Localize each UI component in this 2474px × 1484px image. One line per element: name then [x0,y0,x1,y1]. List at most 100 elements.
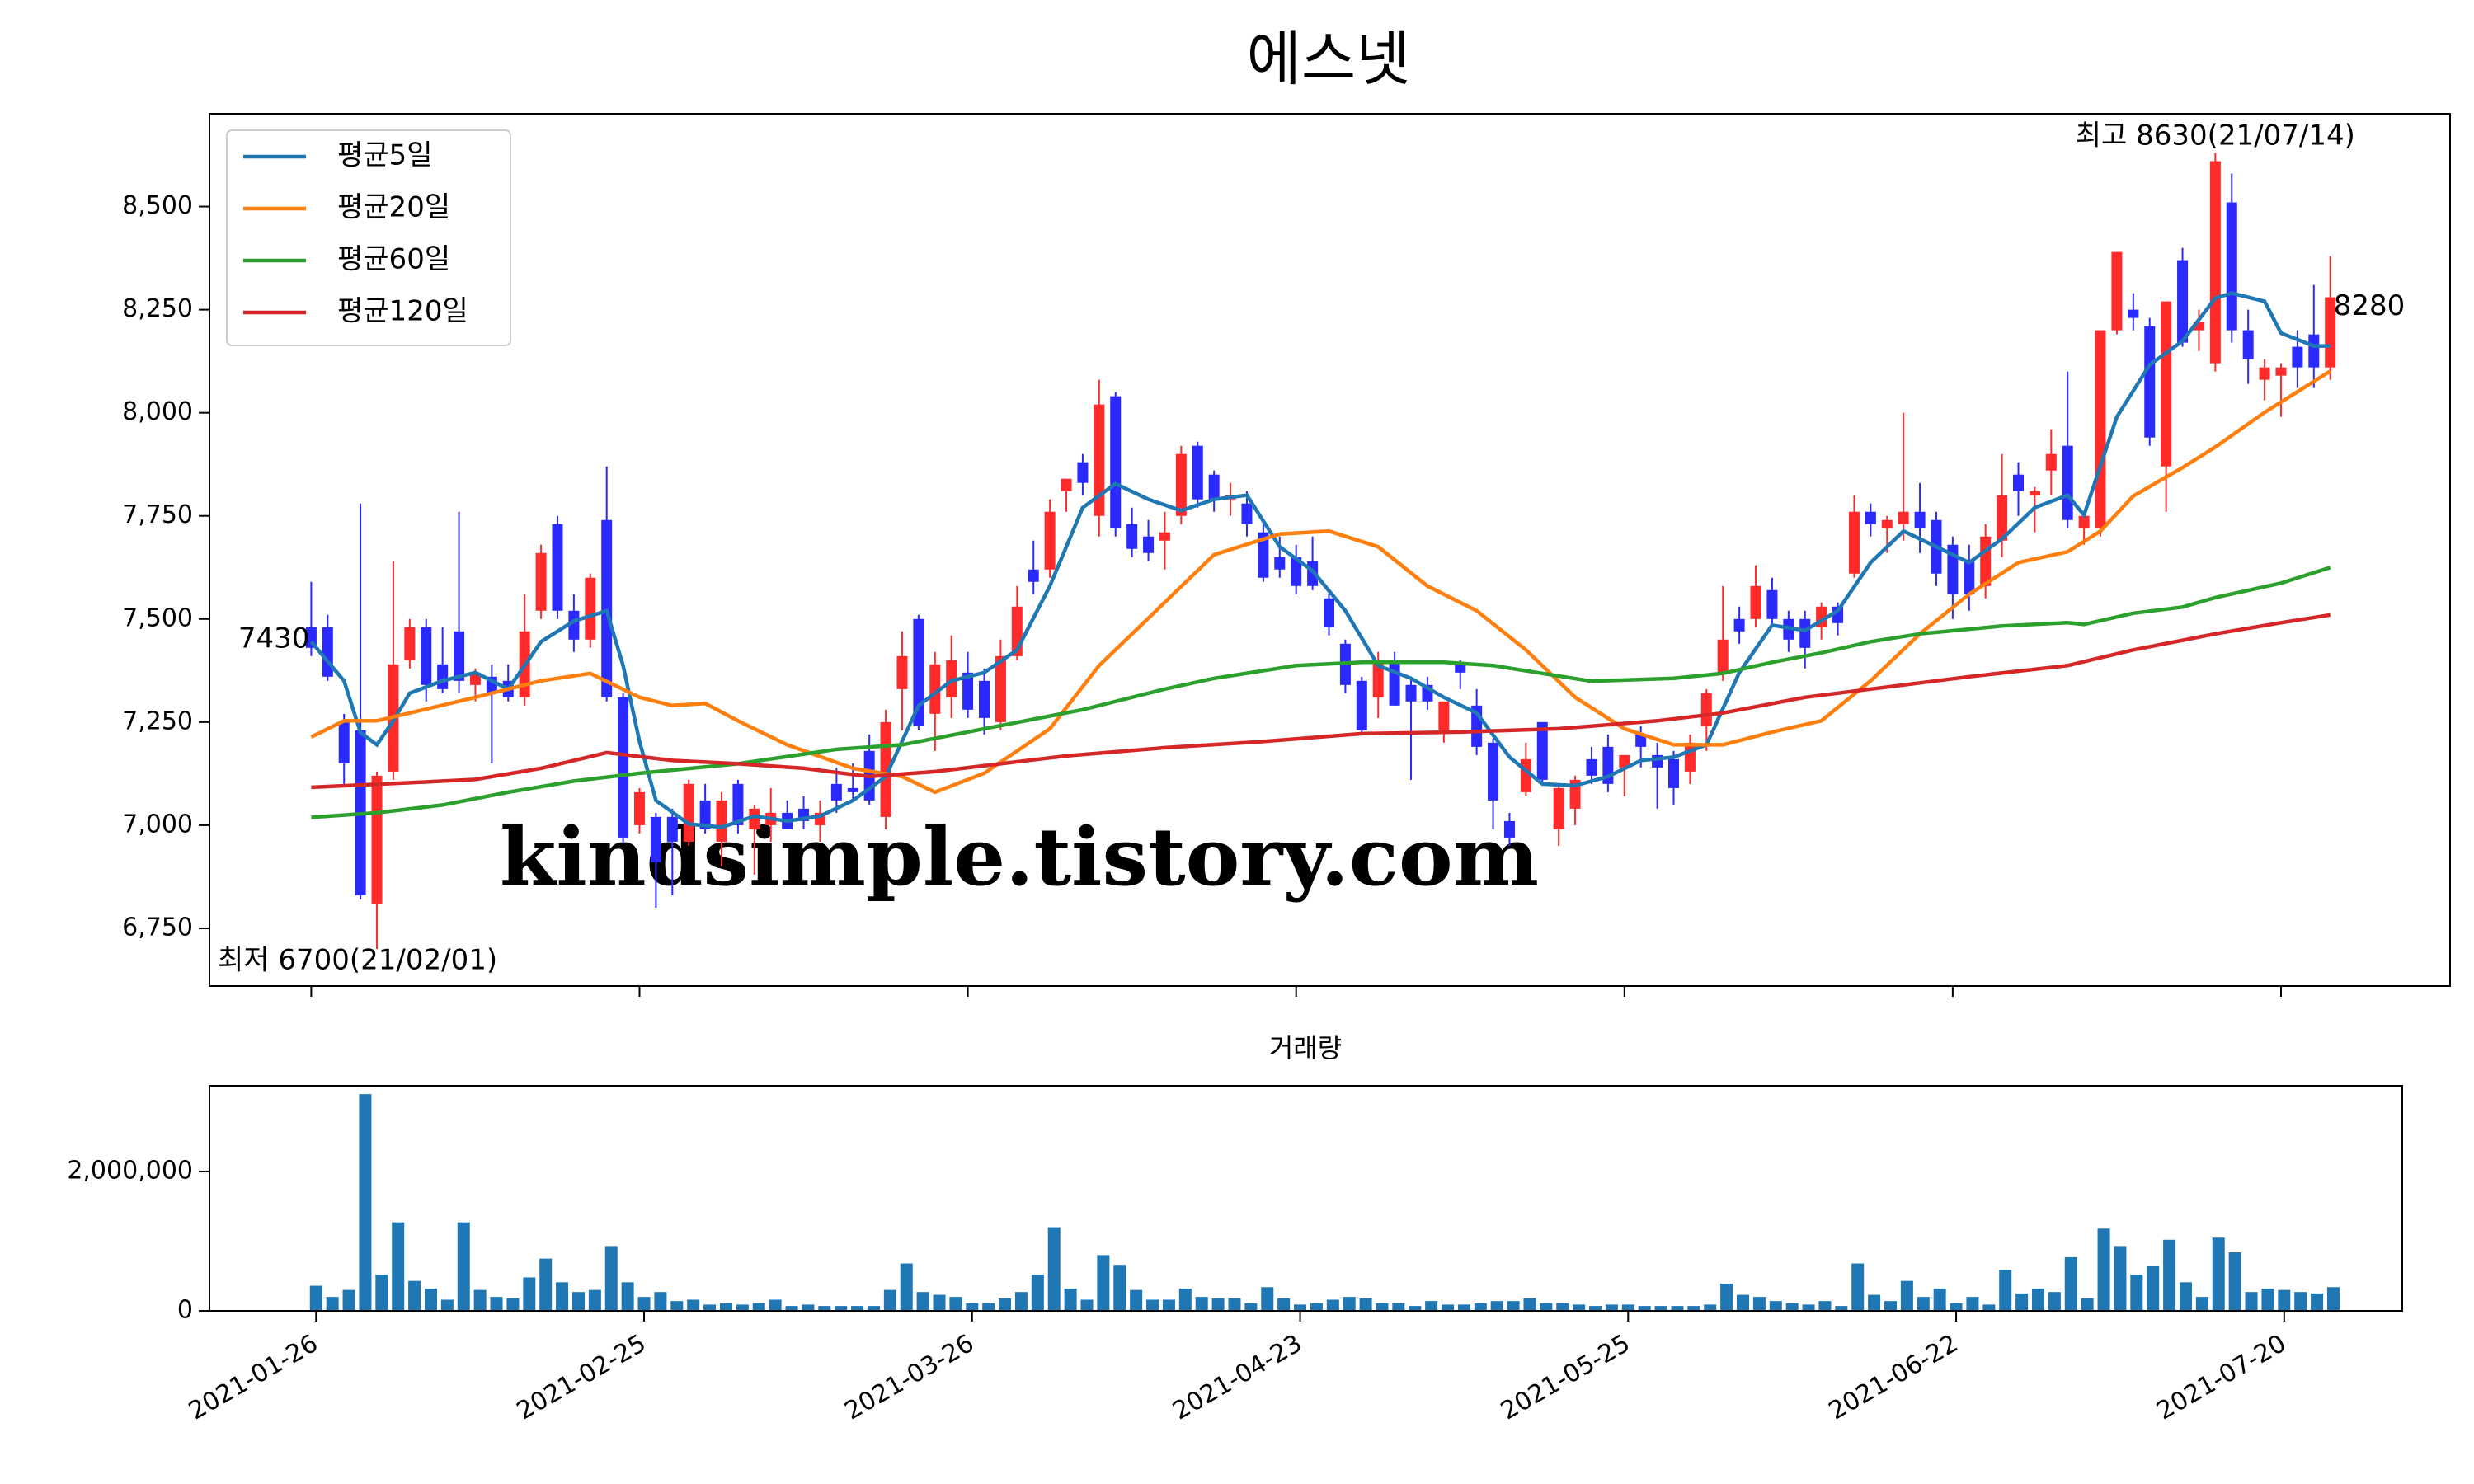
volume-bar [571,1292,585,1311]
volume-bar [1638,1306,1651,1311]
volume-bar [375,1275,388,1311]
volume-bar [719,1303,732,1311]
x-tick-label: 2021-07-20 [2152,1329,2291,1425]
volume-bar [2147,1266,2160,1311]
volume-bar [1917,1297,1930,1311]
volume-bar [654,1292,667,1311]
y-tick-label: 8,250 [122,294,193,323]
volume-bar [2311,1293,2324,1311]
candle-body [2308,334,2320,368]
candle-body [634,791,646,825]
volume-bar [1868,1294,1881,1311]
volume-bar [1982,1304,1996,1311]
candle-body [338,721,350,763]
candle-body [995,655,1006,722]
volume-bar [999,1298,1012,1311]
candle-body [1324,598,1335,627]
candle-body [601,519,613,697]
volume-bar [982,1303,995,1311]
volume-bar [1802,1304,1815,1311]
candle-body [2029,491,2040,495]
volume-bar [2294,1292,2307,1311]
volume-bar [2261,1288,2274,1311]
volume-bar [556,1282,569,1311]
candle-body [1668,758,1680,788]
legend-label: 평균5일 [337,139,432,172]
candle-body [962,672,974,710]
candle-body [830,783,842,801]
candle-body [2226,202,2237,331]
candle-body [2292,346,2303,368]
candle-body [929,664,941,714]
plot-frame [209,1085,2403,1312]
candle-body [371,775,383,904]
volume-bar [440,1299,454,1311]
volume-bar [2228,1252,2241,1311]
candle-body [1619,754,1630,768]
candle-body [1126,524,1138,549]
volume-bar [1211,1298,1225,1311]
candle-body [749,808,760,829]
volume-bar [2245,1292,2258,1311]
candle-body [2144,326,2156,438]
volume-bar [1654,1306,1667,1311]
y-tick-label: 6,750 [122,913,193,942]
volume-bar [408,1280,421,1311]
volume-bar [818,1306,831,1311]
candle-body [2193,322,2204,331]
volume-bar [736,1304,749,1311]
volume-bar [1326,1299,1339,1311]
x-tick-label: 2021-01-26 [184,1329,322,1425]
legend-label: 평균60일 [337,243,450,276]
volume-bar [523,1277,536,1311]
first-close-label: 7430 [238,622,310,655]
volume-bar [1687,1306,1700,1311]
volume-bar [883,1289,896,1311]
candle-body [1455,664,1466,673]
y-tick-label: 7,750 [122,500,193,529]
candle-body [1635,734,1647,747]
candle-body [2045,453,2057,471]
high-label: 최고 8630(21/07/14) [2076,120,2355,153]
volume-bar [2326,1287,2340,1311]
ma-line [310,369,2331,795]
candle-body [1488,742,1499,801]
volume-bar [1523,1298,1536,1311]
candle-body [1241,503,1253,524]
candle-body [585,577,596,640]
candle-body [1553,787,1564,829]
candle-body [1964,561,1975,594]
candle-body [2128,309,2139,318]
legend-label: 평균20일 [337,191,450,224]
volume-bar [1097,1255,1110,1311]
volume-bar [1785,1303,1799,1311]
candle-body [1438,701,1450,730]
candle-body [2259,367,2270,380]
volume-bar [506,1298,520,1311]
candle-body [437,664,449,689]
candle-body [1028,569,1039,582]
last-close-label: 8280 [2334,289,2406,322]
y-tick-label: 0 [177,1296,193,1325]
ma-line [311,613,2331,790]
volume-bar [1064,1288,1077,1311]
volume-bar [1425,1301,1438,1311]
candle-body [1586,758,1597,776]
volume-bar [1294,1304,1307,1311]
volume-bar [604,1246,618,1311]
candle-body [1881,519,1893,528]
volume-bar [1047,1227,1061,1311]
volume-bar [2064,1256,2077,1311]
candle-body [2275,367,2287,376]
y-tick-label: 7,000 [122,810,193,838]
volume-bar [490,1297,503,1311]
volume-bar [1277,1298,1291,1311]
volume-bar [1884,1301,1898,1311]
candle-body [847,787,858,792]
volume-bar [900,1263,913,1311]
candle-body [404,627,416,660]
volume-bar [1409,1306,1422,1311]
candle-body [913,618,924,726]
volume-bar [1146,1299,1159,1311]
